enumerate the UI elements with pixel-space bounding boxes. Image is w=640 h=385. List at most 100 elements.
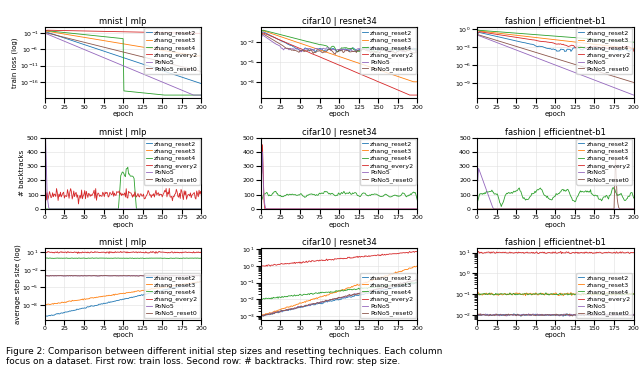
zhang_reset2 — [515, 313, 523, 317]
zhang_reset2 — [484, 32, 492, 37]
PoNo5 — [198, 207, 205, 211]
PoNo5 — [51, 35, 59, 40]
zhang_reset4 — [401, 282, 409, 286]
zhang_reset3 — [264, 207, 272, 211]
PoNo5 — [70, 43, 78, 48]
zhang_reset2 — [503, 207, 511, 211]
zhang_every2 — [516, 250, 524, 255]
zhang_every2 — [301, 207, 308, 211]
zhang_reset3 — [406, 78, 413, 83]
zhang_reset2 — [70, 207, 78, 211]
PoNo5_reset0 — [515, 207, 523, 211]
zhang_reset4 — [630, 291, 637, 296]
PoNo5_reset0 — [616, 76, 624, 81]
zhang_reset2 — [480, 207, 488, 211]
Line: zhang_reset2: zhang_reset2 — [45, 32, 202, 84]
zhang_reset4 — [504, 191, 511, 196]
zhang_reset3 — [483, 30, 491, 34]
PoNo5 — [258, 34, 266, 39]
PoNo5 — [515, 49, 523, 54]
zhang_every2 — [258, 171, 266, 176]
zhang_reset4 — [124, 165, 132, 169]
zhang_every2 — [475, 249, 483, 254]
zhang_reset2 — [265, 32, 273, 37]
Title: mnist | mlp: mnist | mlp — [99, 17, 147, 26]
zhang_every2 — [474, 250, 482, 254]
zhang_reset2 — [51, 33, 59, 37]
PoNo5 — [504, 207, 512, 211]
Line: zhang_reset2: zhang_reset2 — [262, 32, 417, 52]
Line: zhang_reset4: zhang_reset4 — [262, 191, 417, 201]
PoNo5_reset0 — [483, 207, 491, 211]
zhang_reset4 — [164, 256, 172, 261]
zhang_every2 — [287, 261, 295, 265]
zhang_every2 — [476, 29, 483, 34]
Line: PoNo5_reset0: PoNo5_reset0 — [478, 35, 634, 82]
PoNo5 — [258, 313, 266, 318]
PoNo5_reset0 — [300, 305, 307, 309]
zhang_every2 — [198, 249, 205, 254]
zhang_reset4 — [503, 30, 511, 35]
zhang_every2 — [401, 251, 409, 255]
Line: zhang_reset2: zhang_reset2 — [478, 32, 634, 52]
zhang_reset3 — [42, 303, 49, 308]
Line: PoNo5: PoNo5 — [478, 35, 634, 95]
zhang_reset2 — [413, 207, 421, 211]
zhang_reset3 — [406, 207, 413, 211]
PoNo5_reset0 — [51, 273, 59, 278]
Line: zhang_reset4: zhang_reset4 — [478, 293, 634, 295]
zhang_reset4 — [630, 40, 637, 45]
zhang_reset3 — [189, 207, 197, 211]
zhang_reset2 — [198, 207, 205, 211]
Line: zhang_reset3: zhang_reset3 — [478, 292, 634, 296]
PoNo5_reset0 — [70, 38, 78, 42]
PoNo5_reset0 — [474, 32, 482, 37]
zhang_every2 — [72, 28, 79, 33]
zhang_every2 — [185, 31, 193, 35]
zhang_reset4 — [402, 47, 410, 52]
zhang_reset3 — [51, 30, 59, 35]
zhang_reset4 — [83, 33, 91, 37]
zhang_every2 — [630, 250, 637, 255]
zhang_reset3 — [474, 207, 482, 211]
zhang_reset3 — [184, 281, 192, 286]
zhang_every2 — [622, 207, 630, 211]
zhang_reset3 — [630, 207, 637, 211]
zhang_reset2 — [561, 49, 568, 54]
PoNo5 — [623, 207, 631, 211]
PoNo5 — [481, 183, 489, 188]
PoNo5_reset0 — [287, 48, 295, 53]
PoNo5 — [45, 207, 53, 211]
X-axis label: epoch: epoch — [113, 222, 134, 228]
zhang_reset2 — [268, 207, 275, 211]
PoNo5 — [48, 34, 56, 38]
Line: PoNo5: PoNo5 — [262, 280, 417, 316]
zhang_reset3 — [483, 293, 491, 297]
Line: zhang_every2: zhang_every2 — [262, 145, 417, 209]
PoNo5_reset0 — [515, 313, 523, 318]
zhang_reset2 — [300, 47, 308, 52]
zhang_reset3 — [198, 207, 205, 211]
zhang_reset3 — [198, 279, 205, 284]
zhang_every2 — [623, 250, 631, 254]
zhang_every2 — [484, 31, 492, 35]
zhang_reset3 — [83, 296, 91, 301]
zhang_every2 — [617, 45, 625, 50]
PoNo5 — [268, 39, 276, 44]
zhang_reset2 — [618, 47, 626, 52]
PoNo5_reset0 — [617, 207, 625, 211]
zhang_reset3 — [184, 52, 192, 57]
zhang_reset2 — [563, 311, 571, 316]
zhang_reset4 — [483, 28, 491, 33]
Title: cifar10 | resnet34: cifar10 | resnet34 — [302, 128, 376, 137]
PoNo5_reset0 — [503, 41, 511, 46]
Line: zhang_reset2: zhang_reset2 — [262, 282, 417, 316]
zhang_reset3 — [264, 311, 272, 316]
zhang_every2 — [402, 207, 410, 211]
zhang_every2 — [408, 93, 415, 97]
PoNo5 — [287, 47, 295, 51]
Line: zhang_every2: zhang_every2 — [45, 251, 202, 253]
PoNo5 — [503, 314, 511, 318]
Line: PoNo5: PoNo5 — [262, 35, 417, 52]
PoNo5 — [406, 279, 414, 284]
